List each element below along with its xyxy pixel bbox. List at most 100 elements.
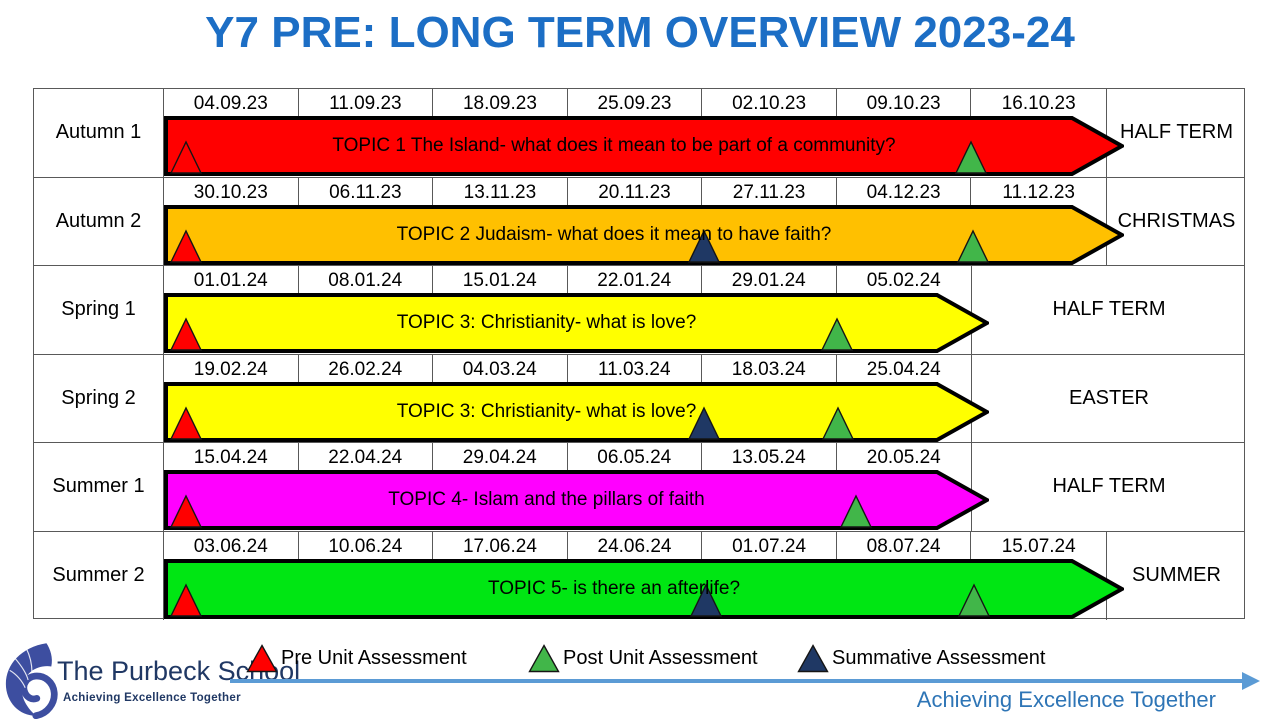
- topic-label: TOPIC 3: Christianity- what is love?: [396, 400, 697, 422]
- date-header-cell: 06.11.23: [299, 177, 434, 208]
- topic-arrow: [164, 116, 1124, 176]
- date-header-cell: 08.07.24: [837, 531, 972, 562]
- term-label: Summer 2: [34, 531, 164, 620]
- holiday-label: CHRISTMAS: [1106, 177, 1246, 265]
- topic-arrow: [164, 293, 989, 353]
- brand-line: [230, 679, 1242, 683]
- pre-assessment-marker-icon: [169, 317, 203, 351]
- topic-arrow: [164, 558, 1124, 619]
- date-header-cell: 11.03.24: [568, 354, 702, 385]
- purbeck-school-logo-icon: [5, 643, 58, 719]
- legend-label: Pre Unit Assessment: [281, 647, 467, 669]
- pre-assessment-marker-icon: [169, 405, 203, 440]
- date-header-cell: 04.12.23: [837, 177, 972, 208]
- date-header-cell: 01.07.24: [702, 531, 837, 562]
- term-label: Spring 2: [34, 354, 164, 442]
- term-label: Summer 1: [34, 443, 164, 531]
- topic-arrow: [164, 204, 1124, 265]
- topic-label: TOPIC 2 Judaism- what does it mean to ha…: [396, 223, 832, 245]
- school-tagline: Achieving Excellence Together: [63, 692, 241, 704]
- date-header-cell: 02.10.23: [702, 89, 837, 119]
- date-header-cell: 05.02.24: [866, 270, 941, 291]
- post-assessment-marker-icon: [954, 140, 988, 174]
- school-motto: Achieving Excellence Together: [916, 687, 1216, 712]
- date-header-cell: 25.04.24: [866, 358, 941, 380]
- date-header-cell: 27.11.23: [702, 177, 837, 208]
- post-assessment-marker-icon: [957, 582, 991, 617]
- holiday-label: HALF TERM: [1106, 89, 1246, 177]
- legend-post-triangle-icon: [528, 643, 560, 672]
- term-row: Summer 1 15.04.24 22.04.24 29.04.24 06.05.24…: [34, 443, 1244, 532]
- term-row: Spring 2 19.02.24 26.02.24 04.03.24 11.03.24…: [34, 354, 1246, 443]
- topic-label: TOPIC 5- is there an afterlife?: [487, 577, 741, 599]
- date-header-cell: 11.09.23: [299, 89, 434, 119]
- term-row: Spring 1 01.01.24 08.01.24 15.01.24 22.01.24…: [34, 266, 1244, 355]
- page-title: Y7 PRE: LONG TERM OVERVIEW 2023-24: [205, 8, 1075, 57]
- date-header-cell: 15.04.24: [164, 443, 299, 473]
- legend-pre-triangle-icon: [246, 643, 278, 672]
- topic-label: TOPIC 1 The Island- what does it mean to…: [332, 135, 896, 156]
- pre-assessment-marker-icon: [169, 140, 203, 174]
- term-row: Summer 2 03.06.24 10.06.24 17.06.24 24.06.24…: [34, 531, 1246, 620]
- term-row: Autumn 2 30.10.23 06.11.23 13.11.23 20.11.23…: [34, 177, 1246, 266]
- legend-summative-triangle-icon: [797, 643, 829, 672]
- date-header-cell: 13.05.24: [702, 443, 837, 473]
- holiday-label: HALF TERM: [971, 443, 1246, 531]
- date-header-cell: 26.02.24: [299, 354, 433, 385]
- date-header-cell: 20.05.24: [866, 447, 941, 468]
- date-header-cell: 20.11.23: [568, 177, 703, 208]
- legend-label: Summative Assessment: [832, 647, 1046, 669]
- topic-arrow: [164, 381, 989, 442]
- assessment-legend: Pre Unit Assessment Post Unit Assessment S…: [0, 643, 1280, 673]
- date-header-cell: 15.01.24: [433, 266, 568, 296]
- holiday-label: SUMMER: [1106, 531, 1246, 620]
- date-header-cell: 18.09.23: [433, 89, 568, 119]
- date-header-cell: 22.04.24: [299, 443, 433, 473]
- topic-arrow: [164, 470, 989, 530]
- date-header-cell: 09.10.23: [837, 89, 972, 119]
- date-header-cell: 30.10.23: [164, 177, 299, 208]
- date-header-cell: 22.01.24: [568, 266, 702, 296]
- date-header-cell: 04.09.23: [164, 89, 299, 119]
- topic-label: TOPIC 4- Islam and the pillars of faith: [388, 489, 705, 510]
- date-header-cell: 04.03.24: [433, 354, 568, 385]
- term-label: Autumn 1: [34, 89, 164, 177]
- summative-assessment-marker-icon: [687, 228, 721, 263]
- overview-table: Autumn 1 04.09.23 11.09.23 18.09.23 25.09.23…: [33, 88, 1246, 620]
- date-header-cell: 15.07.24: [1001, 535, 1076, 557]
- topic-label: TOPIC 3: Christianity- what is love?: [396, 312, 697, 333]
- summative-assessment-marker-icon: [689, 582, 723, 617]
- pre-assessment-marker-icon: [169, 582, 203, 617]
- date-header-cell: 16.10.23: [1001, 93, 1076, 114]
- term-row: Autumn 1 04.09.23 11.09.23 18.09.23 25.09.23…: [34, 89, 1244, 178]
- date-header-cell: 13.11.23: [433, 177, 568, 208]
- date-header-cell: 24.06.24: [568, 531, 703, 562]
- date-header-cell: 01.01.24: [164, 266, 299, 296]
- post-assessment-marker-icon: [820, 317, 854, 351]
- date-header-cell: 03.06.24: [164, 531, 299, 562]
- date-header-cell: 06.05.24: [568, 443, 702, 473]
- date-header-cell: 08.01.24: [299, 266, 433, 296]
- legend-item: Summative Assessment: [797, 643, 1045, 673]
- legend-item: Pre Unit Assessment: [246, 643, 467, 673]
- post-assessment-marker-icon: [956, 228, 990, 263]
- date-header-cell: 11.12.23: [1002, 181, 1075, 203]
- pre-assessment-marker-icon: [169, 494, 203, 528]
- term-label: Spring 1: [34, 266, 164, 354]
- date-header-cell: 25.09.23: [568, 89, 703, 119]
- date-header-cell: 18.03.24: [702, 354, 837, 385]
- summative-assessment-marker-icon: [687, 405, 721, 440]
- date-header-cell: 29.01.24: [702, 266, 837, 296]
- holiday-label: EASTER: [971, 354, 1246, 442]
- legend-item: Post Unit Assessment: [528, 643, 758, 673]
- date-header-cell: 10.06.24: [299, 531, 434, 562]
- date-header-cell: 17.06.24: [433, 531, 568, 562]
- legend-label: Post Unit Assessment: [563, 647, 758, 669]
- post-assessment-marker-icon: [839, 494, 873, 528]
- term-label: Autumn 2: [34, 177, 164, 265]
- pre-assessment-marker-icon: [169, 228, 203, 263]
- date-header-cell: 29.04.24: [433, 443, 568, 473]
- holiday-label: HALF TERM: [971, 266, 1246, 354]
- post-assessment-marker-icon: [821, 405, 855, 440]
